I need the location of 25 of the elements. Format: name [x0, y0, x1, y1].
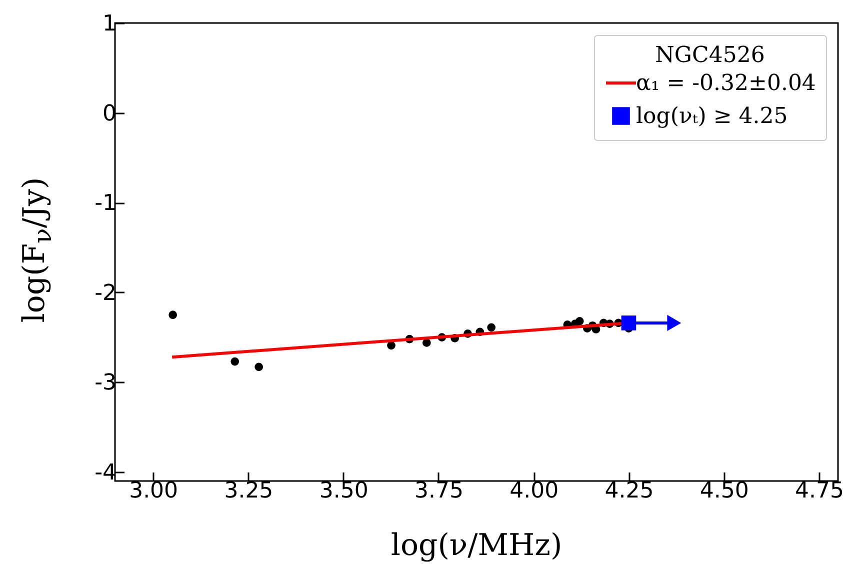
x-tick-label: 3.00 [129, 478, 178, 504]
y-tick-label: -3 [94, 370, 116, 396]
point [387, 341, 396, 350]
x-axis-title: log(ν/MHz) [390, 528, 564, 563]
y-tick-label: -4 [94, 460, 116, 486]
y-tick-label: -2 [94, 280, 116, 306]
x-tick-label: 4.00 [510, 478, 559, 504]
point [254, 362, 264, 372]
y-tick-label: 0 [102, 101, 116, 126]
x-tick-label: 3.75 [414, 478, 464, 504]
point [168, 310, 178, 320]
y-tick-label: 1 [102, 12, 116, 36]
point [422, 338, 431, 347]
x-tick-label: 3.50 [319, 478, 368, 504]
point [575, 316, 584, 326]
legend-title: NGC4526 [655, 43, 765, 68]
x-tick-label: 3.25 [224, 478, 274, 504]
legend-label: α₁ = -0.32±0.04 [636, 71, 816, 96]
legend-label: log(νₜ) ≥ 4.25 [636, 104, 788, 129]
y-tick-label: -1 [94, 191, 116, 216]
x-tick-label: 4.50 [700, 478, 749, 504]
point [230, 357, 240, 366]
x-tick-label: 4.75 [794, 478, 843, 504]
x-tick-label: 4.25 [604, 478, 654, 504]
point [487, 323, 496, 332]
